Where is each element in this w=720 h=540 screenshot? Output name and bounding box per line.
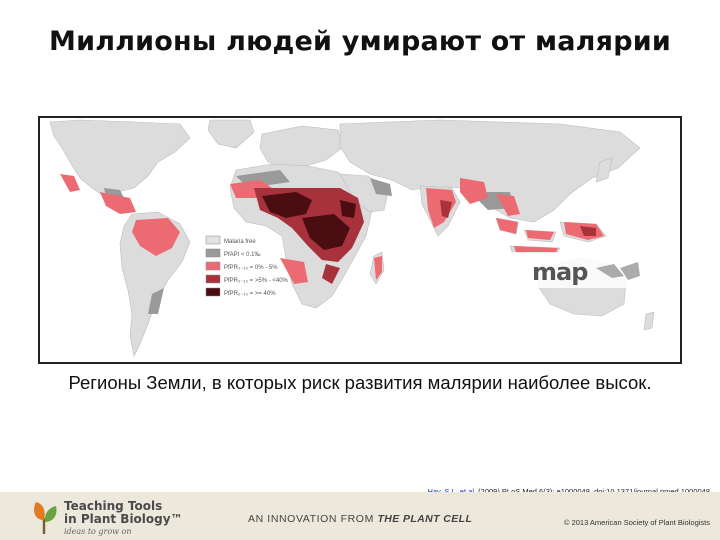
legend-swatch-pfapi [205, 248, 221, 258]
citation-author-link[interactable]: Hay, S.I., et al. [427, 487, 476, 496]
innovation-prefix: AN INNOVATION FROM [248, 513, 378, 525]
map-project-logo: map [528, 258, 644, 288]
north-america-land [49, 119, 191, 197]
logo-tagline: ideas to grow on [64, 527, 132, 536]
legend-swatch-pfpr-low [205, 261, 221, 271]
mosquito-icon [596, 262, 640, 280]
map-logo-text: map [532, 258, 588, 286]
legend-label-pfpr-high: PfPR₂₋₁₀ = >= 40% [224, 291, 276, 297]
map-legend: Malaria free PfAPI < 0.1‰ PfPR₂₋₁₀ = 0% … [205, 235, 289, 297]
innovation-brand: THE PLANT CELL [377, 513, 473, 525]
legend-swatch-malaria-free [205, 235, 221, 245]
footer-bar: Teaching Tools in Plant Biology™ ideas t… [0, 492, 720, 540]
logo-line-1: Teaching Tools [64, 499, 163, 513]
japan-land [595, 157, 613, 183]
europe-land [259, 125, 343, 169]
new-zealand-land [643, 311, 655, 331]
legend-label-malaria-free: Malaria free [224, 239, 256, 245]
asia-land [339, 119, 641, 223]
plant-logo-icon [34, 502, 57, 534]
copyright-notice: © 2013 American Society of Plant Biologi… [563, 518, 710, 527]
logo-line-2: in Plant Biology™ [64, 512, 183, 526]
south-america-land [119, 211, 191, 357]
legend-label-pfapi: PfAPI < 0.1‰ [224, 252, 261, 258]
map-caption: Регионы Земли, в которых риск развития м… [68, 372, 652, 393]
citation: Hay, S.I., et al. (2009) PLoS Med 6(3): … [427, 487, 710, 496]
legend-label-pfpr-low: PfPR₂₋₁₀ = 0% - 5% [224, 265, 278, 271]
teaching-tools-logo: Teaching Tools in Plant Biology™ ideas t… [64, 500, 183, 537]
pfpr-high-areas [262, 192, 356, 250]
legend-swatch-pfpr-mid [205, 274, 221, 284]
slide-title: Миллионы людей умирают от малярии [49, 26, 671, 57]
legend-swatch-pfpr-high [205, 287, 221, 297]
malaria-risk-map: Malaria free PfAPI < 0.1‰ PfPR₂₋₁₀ = 0% … [38, 116, 682, 364]
citation-text: (2009) PLoS Med 6(3): e1000048. doi:10.1… [476, 487, 710, 496]
innovation-banner: AN INNOVATION FROM THE PLANT CELL [248, 513, 472, 525]
greenland-land [207, 119, 255, 149]
legend-label-pfpr-mid: PfPR₂₋₁₀ = >5% - <40% [224, 278, 289, 284]
